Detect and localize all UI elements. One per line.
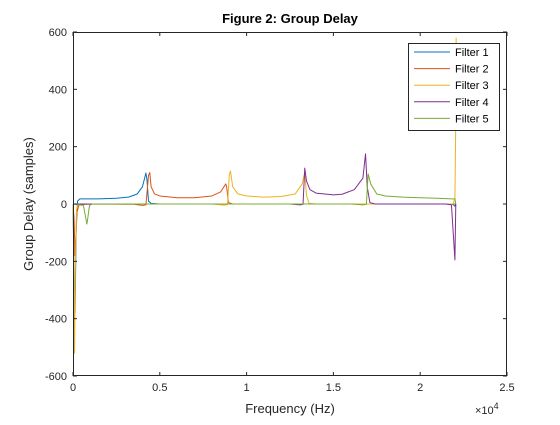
- x-axis-label: Frequency (Hz): [245, 401, 335, 416]
- x-tick-label: 0.5: [152, 382, 167, 394]
- y-tick-label: 600: [49, 27, 67, 39]
- y-tick-label: -400: [45, 314, 67, 326]
- x-axis-exponent-power: 4: [494, 401, 499, 411]
- axes-layer: 0 0.5 1 1.5 2 2.5 600 400 200 0 -200 -400 -600: [45, 27, 515, 394]
- y-tick-label: 200: [49, 142, 67, 154]
- x-tick-label: 1.5: [326, 382, 341, 394]
- chart-title: Figure 2: Group Delay: [222, 11, 359, 26]
- y-axis-label: Group Delay (samples): [21, 137, 36, 271]
- legend-box: [408, 43, 500, 131]
- legend-label-filter-1: Filter 1: [455, 47, 489, 59]
- series-line-filter-5: [72, 173, 457, 225]
- x-axis-exponent: ×104: [475, 401, 499, 417]
- legend-label-filter-4: Filter 4: [455, 97, 489, 109]
- x-tick-label: 2.5: [499, 382, 514, 394]
- x-tick-label: 2: [417, 382, 423, 394]
- series-layer: [72, 37, 457, 354]
- legend-label-filter-5: Filter 5: [455, 113, 489, 125]
- y-tick-label: -200: [45, 256, 67, 268]
- x-axis-exponent-base: ×10: [475, 405, 494, 417]
- legend: Filter 1 Filter 2 Filter 3 Filter 4 Filter 5: [408, 43, 500, 131]
- x-tick-label: 0: [70, 382, 76, 394]
- y-tick-label: 0: [61, 199, 67, 211]
- series-line-filter-4: [73, 153, 457, 261]
- legend-label-filter-2: Filter 2: [455, 64, 489, 76]
- x-tick-label: 1: [244, 382, 250, 394]
- y-tick-label: 400: [49, 84, 67, 96]
- y-tick-label: -600: [45, 371, 67, 383]
- legend-label-filter-3: Filter 3: [455, 80, 489, 92]
